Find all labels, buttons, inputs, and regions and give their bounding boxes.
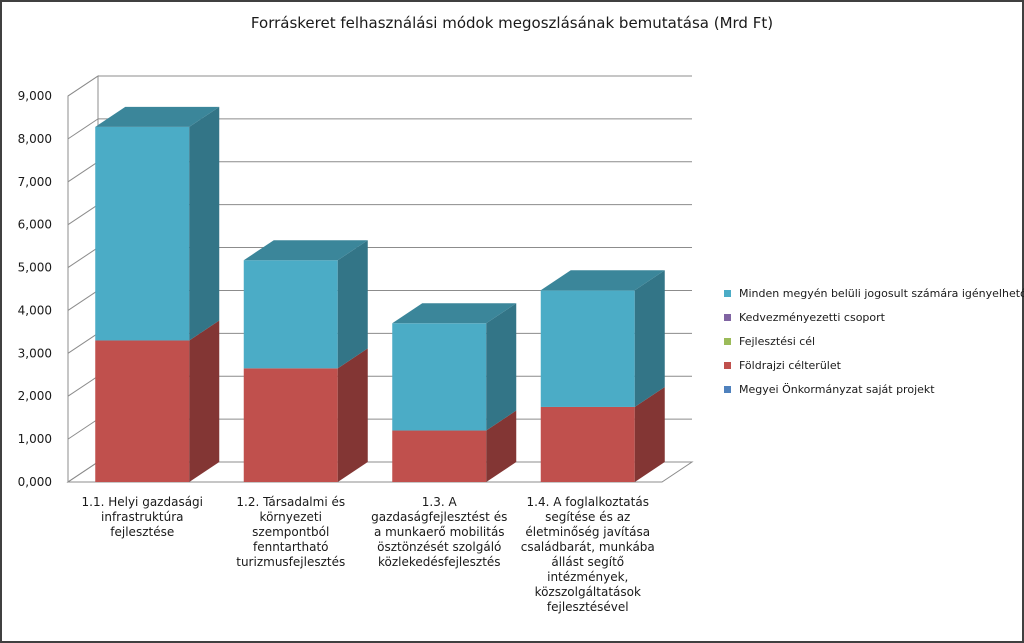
legend-item: Kedvezményezetti csoport: [724, 305, 1024, 329]
legend-item: Minden megyén belüli jogosult számára ig…: [724, 281, 1024, 305]
x-category-label-line: életminőség javítása: [525, 525, 651, 539]
legend-label: Minden megyén belüli jogosult számára ig…: [739, 286, 1024, 300]
legend-label: Földrajzi célterület: [739, 358, 841, 372]
x-category-label-line: 1.3. A: [421, 495, 457, 509]
gridline-side: [67, 290, 99, 311]
legend-swatch: [724, 313, 731, 321]
x-category-label-line: 1.1. Helyi gazdasági: [81, 495, 204, 509]
legend-label: Kedvezményezetti csoport: [739, 310, 885, 324]
bar-top: [392, 303, 517, 324]
bar-front: [243, 368, 338, 482]
x-category-label-line: családbarát, munkába: [520, 540, 655, 554]
y-tick-label: 9,000: [18, 89, 52, 103]
bar-top: [540, 270, 665, 291]
bar-side: [634, 270, 665, 407]
y-tick-label: 8,000: [18, 132, 52, 146]
gridline-side: [67, 161, 99, 183]
x-category-label: 1.2. Társadalmi és környezeti szempontból f…: [220, 495, 362, 570]
gridline-side: [67, 118, 99, 140]
bar-front: [392, 323, 487, 431]
y-tick-label: 7,000: [18, 175, 52, 189]
bar-front: [95, 340, 190, 482]
bar-side: [189, 106, 220, 341]
legend-item: Fejlesztési cél: [724, 329, 1024, 353]
chart-legend: Minden megyén belüli jogosult számára ig…: [724, 281, 1024, 401]
x-category-label-line: szempontból: [252, 525, 330, 539]
legend-swatch: [724, 337, 731, 345]
y-tick-label: 4,000: [18, 303, 52, 317]
bar-side: [189, 320, 220, 482]
bar-top: [243, 240, 368, 261]
y-tick-label: 0,000: [18, 475, 52, 489]
x-category-label-line: 1.4. A foglalkoztatás: [526, 495, 649, 509]
legend-item: Földrajzi célterület: [724, 353, 1024, 377]
bar-front: [243, 260, 338, 369]
legend-swatch: [724, 385, 731, 393]
gridline-side: [67, 247, 99, 268]
y-tick-label: 5,000: [18, 261, 52, 275]
x-category-label-line: a munkaerő mobilitás: [373, 525, 505, 539]
gridline-side: [67, 75, 99, 97]
x-category-label-line: gazdaságfejlesztést és: [371, 510, 508, 524]
legend-label: Fejlesztési cél: [739, 334, 816, 348]
gridline-side: [67, 204, 99, 226]
x-category-label-line: közlekedésfejlesztés: [377, 555, 501, 569]
x-category-label-line: állást segítő: [551, 555, 625, 569]
x-category-label: 1.4. A foglalkoztatás segítése és az életm…: [517, 495, 659, 615]
bar-front: [95, 126, 190, 341]
x-category-label-line: segítése és az: [545, 510, 631, 524]
x-category-label-line: intézmények,: [547, 570, 629, 584]
x-category-label-line: fenntartható: [252, 540, 329, 554]
y-tick-label: 2,000: [18, 389, 52, 403]
gridline-side: [67, 332, 99, 354]
bar-side: [634, 386, 665, 482]
bar-side: [337, 348, 368, 482]
gridline-side: [67, 418, 99, 440]
x-category-label-line: 1.2. Társadalmi és: [236, 495, 346, 509]
gridline-side: [67, 375, 99, 397]
bar-front: [392, 430, 487, 482]
side-wall: [67, 75, 99, 483]
x-category-label-line: turizmusfejlesztés: [236, 555, 346, 569]
y-tick-label: 3,000: [18, 346, 52, 360]
x-category-label-line: közszolgáltatások: [534, 585, 641, 599]
legend-label: Megyei Önkormányzat saját projekt: [739, 382, 935, 396]
legend-item: Megyei Önkormányzat saját projekt: [724, 377, 1024, 401]
gridline-side: [67, 461, 99, 483]
x-category-label-line: infrastruktúra: [101, 510, 184, 524]
x-category-label-line: fejlesztésével: [546, 600, 629, 614]
bar-side: [486, 410, 517, 482]
x-category-label-line: fejlesztése: [110, 525, 175, 539]
x-category-label-line: környezeti: [259, 510, 322, 524]
bar-top: [95, 106, 220, 127]
bar-side: [486, 303, 517, 431]
bar-front: [540, 290, 635, 407]
y-tick-label: 6,000: [18, 218, 52, 232]
y-tick-label: 1,000: [18, 432, 52, 446]
chart-title: Forráskeret felhasználási módok megoszlá…: [250, 14, 774, 32]
bar-front: [540, 406, 635, 482]
bar-side: [337, 240, 368, 369]
x-category-label-line: ösztönzését szolgáló: [377, 540, 502, 554]
legend-swatch: [724, 361, 731, 369]
legend-swatch: [724, 289, 731, 297]
x-category-label: 1.1. Helyi gazdasági infrastruktúra fejles…: [71, 495, 213, 540]
